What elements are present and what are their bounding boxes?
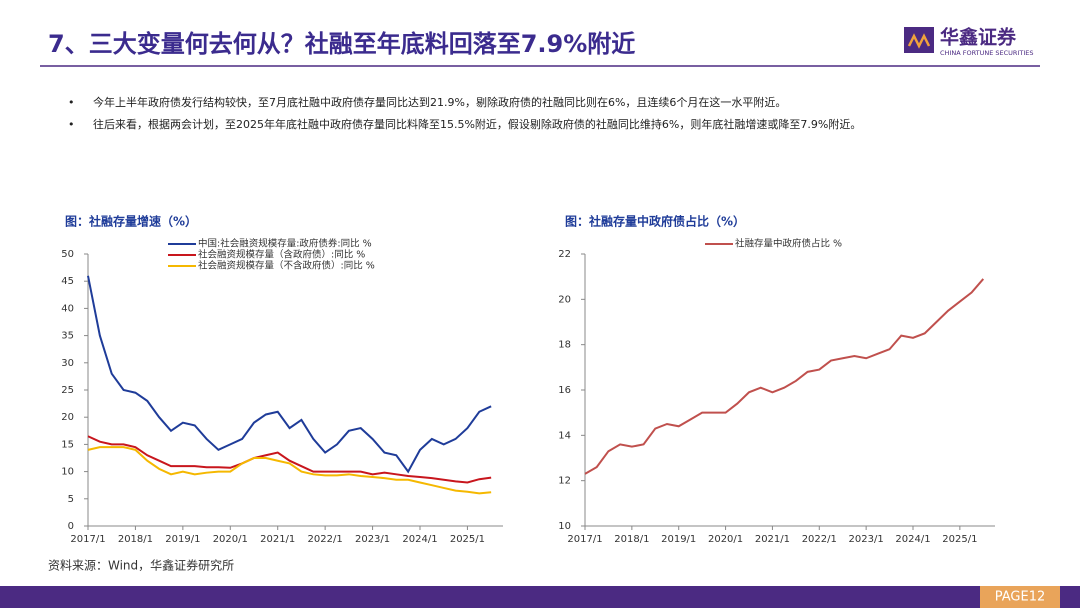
logo-text: 华鑫证券 [940, 26, 1017, 49]
bullet-dot: • [68, 96, 75, 109]
y-tick-label: 16 [558, 385, 571, 396]
x-tick-label: 2020/1 [213, 534, 248, 545]
page-number: PAGE12 [995, 590, 1046, 605]
series-line [87, 446, 492, 495]
y-tick-label: 0 [68, 521, 74, 532]
y-tick-label: 14 [558, 430, 571, 441]
x-tick-label: 2020/1 [708, 534, 743, 545]
legend-label: 中国:社会融资规模存量:政府债券:同比 % [198, 238, 372, 250]
x-tick-label: 2022/1 [308, 534, 343, 545]
bullet-dot: • [68, 118, 75, 131]
slide-title: 7、三大变量何去何从？社融至年底料回落至7.9%附近 [48, 30, 635, 58]
x-tick-label: 2019/1 [661, 534, 696, 545]
x-tick-label: 2024/1 [895, 534, 930, 545]
y-tick-label: 25 [61, 385, 74, 396]
legend-label: 社会融资规模存量（含政府债）:同比 % [198, 249, 365, 261]
series-line [87, 435, 492, 484]
x-tick-label: 2021/1 [260, 534, 295, 545]
y-tick-label: 10 [558, 521, 571, 532]
x-tick-label: 2023/1 [355, 534, 390, 545]
logo-subtext: CHINA FORTUNE SECURITIES [940, 49, 1033, 57]
logo-icon [904, 27, 934, 53]
bullet-text: 今年上半年政府债发行结构较快，至7月底社融中政府债存量同比达到21.9%，剔除政… [93, 95, 786, 109]
y-tick-label: 15 [61, 439, 74, 450]
legend-label: 社融存量中政府债占比 % [735, 238, 842, 250]
series-line [584, 278, 985, 475]
y-tick-label: 35 [61, 331, 74, 342]
chart-title: 图：社融存量中政府债占比（%） [565, 214, 745, 229]
bullet-text: 往后来看，根据两会计划，至2025年年底社融中政府债存量同比料降至15.5%附近… [93, 117, 861, 131]
x-tick-label: 2025/1 [450, 534, 485, 545]
x-tick-label: 2023/1 [849, 534, 884, 545]
footer-band [0, 586, 1080, 608]
y-tick-label: 40 [61, 303, 74, 314]
series-line [87, 275, 492, 474]
x-tick-label: 2021/1 [755, 534, 790, 545]
x-tick-label: 2018/1 [614, 534, 649, 545]
x-tick-label: 2025/1 [942, 534, 977, 545]
y-tick-label: 12 [558, 476, 571, 487]
y-tick-label: 5 [68, 494, 74, 505]
logo-mark [907, 33, 931, 49]
source-note: 资料来源：Wind，华鑫证券研究所 [48, 558, 234, 573]
x-tick-label: 2018/1 [118, 534, 153, 545]
y-tick-label: 50 [61, 249, 74, 260]
x-tick-label: 2022/1 [802, 534, 837, 545]
y-tick-label: 20 [558, 294, 571, 305]
y-tick-label: 18 [558, 340, 571, 351]
x-tick-label: 2017/1 [70, 534, 105, 545]
y-tick-label: 30 [61, 358, 74, 369]
chart-title: 图：社融存量增速（%） [65, 214, 197, 229]
x-tick-label: 2017/1 [567, 534, 602, 545]
y-tick-label: 10 [61, 467, 74, 478]
y-tick-label: 20 [61, 412, 74, 423]
page-box [980, 586, 1060, 608]
x-tick-label: 2024/1 [402, 534, 437, 545]
y-tick-label: 22 [558, 249, 571, 260]
y-tick-label: 45 [61, 276, 74, 287]
legend-label: 社会融资规模存量（不含政府债）:同比 % [198, 260, 375, 272]
x-tick-label: 2019/1 [165, 534, 200, 545]
